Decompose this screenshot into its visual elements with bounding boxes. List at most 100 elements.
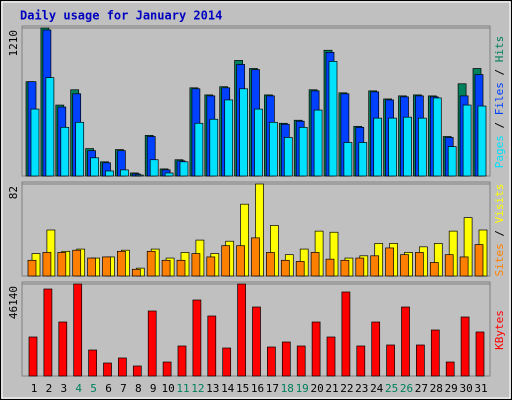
bar <box>73 283 83 377</box>
x-tick-label: 14 <box>221 382 235 395</box>
bar <box>477 105 487 177</box>
x-tick-label: 7 <box>120 382 127 395</box>
bar <box>105 170 114 177</box>
bar <box>311 321 321 377</box>
chart-title: Daily usage for January 2014 <box>20 9 222 23</box>
bar <box>58 321 68 377</box>
x-tick-label: 29 <box>445 382 458 395</box>
legend-entry: Visits <box>493 184 506 224</box>
bar <box>415 252 424 277</box>
bar <box>430 329 440 377</box>
bar <box>131 268 141 277</box>
bar <box>120 169 129 177</box>
bar <box>358 142 368 177</box>
x-tick-label: 6 <box>105 382 112 395</box>
x-tick-label: 20 <box>310 382 323 395</box>
bar <box>343 142 353 177</box>
bar <box>118 357 127 377</box>
bar <box>252 306 261 377</box>
y-tick-label: 82 <box>7 186 20 199</box>
bar <box>444 254 454 277</box>
bar <box>176 259 186 277</box>
y-tick-label: 46140 <box>7 286 20 319</box>
bar <box>401 306 410 377</box>
x-tick-label: 16 <box>251 382 264 395</box>
legend-entry: Sites <box>493 243 506 276</box>
x-tick-label: 26 <box>400 382 413 395</box>
x-tick-label: 10 <box>161 382 174 395</box>
bar <box>60 126 70 177</box>
y-tick-label: 1210 <box>7 30 20 57</box>
x-tick-label: 25 <box>385 382 398 395</box>
bar <box>43 288 53 377</box>
bar <box>373 117 383 177</box>
x-tick-label: 24 <box>370 382 384 395</box>
bar <box>356 345 366 377</box>
bar <box>251 237 260 277</box>
x-tick-label: 21 <box>325 382 338 395</box>
bar <box>386 344 395 377</box>
bar <box>326 336 336 377</box>
x-tick-label: 15 <box>236 382 249 395</box>
legend-separator: / <box>493 115 506 135</box>
bar <box>28 336 38 377</box>
bar <box>191 253 201 277</box>
bar <box>87 257 96 277</box>
bar <box>462 104 472 177</box>
bar <box>239 88 248 177</box>
x-tick-label: 12 <box>191 382 204 395</box>
bar <box>237 283 246 377</box>
bar <box>385 247 394 277</box>
bar <box>371 321 381 377</box>
bar <box>403 116 412 177</box>
bar <box>103 362 112 377</box>
x-tick-label: 23 <box>355 382 368 395</box>
bar <box>132 365 142 377</box>
bar <box>206 256 216 277</box>
bar <box>328 61 338 177</box>
bar <box>164 172 174 177</box>
bar <box>370 255 380 277</box>
bar <box>310 252 320 277</box>
bar <box>179 161 189 177</box>
bar <box>207 315 217 377</box>
bar <box>147 310 157 377</box>
legend-entry: Files <box>493 82 506 115</box>
x-tick-label: 4 <box>75 382 82 395</box>
bar <box>388 117 397 177</box>
bar <box>42 252 52 277</box>
bar <box>460 316 470 377</box>
bar <box>400 254 409 277</box>
legend: KBytes <box>493 310 506 350</box>
bar <box>325 258 335 277</box>
bar <box>281 341 291 377</box>
x-tick-label: 11 <box>176 382 189 395</box>
bar <box>221 245 231 277</box>
bar <box>296 345 306 377</box>
bar <box>445 361 455 377</box>
legend: Pages / Files / Hits <box>493 36 506 169</box>
bar <box>117 250 126 277</box>
bar <box>72 249 82 277</box>
bar <box>222 347 232 377</box>
bar <box>447 146 457 177</box>
legend-entry: Hits <box>493 36 506 63</box>
bar <box>295 261 305 277</box>
x-tick-label: 18 <box>281 382 294 395</box>
bar <box>267 346 276 377</box>
bar <box>474 244 484 277</box>
x-tick-label: 13 <box>206 382 219 395</box>
bar <box>429 262 439 277</box>
bar <box>340 259 350 277</box>
bar <box>283 137 293 177</box>
bar <box>355 257 365 277</box>
bar <box>27 259 37 277</box>
x-tick-label: 19 <box>296 382 309 395</box>
bar <box>194 122 204 177</box>
bar <box>177 345 187 377</box>
legend-separator: / <box>493 223 506 243</box>
bar <box>90 157 99 177</box>
bar <box>459 256 469 277</box>
bar <box>162 361 172 377</box>
